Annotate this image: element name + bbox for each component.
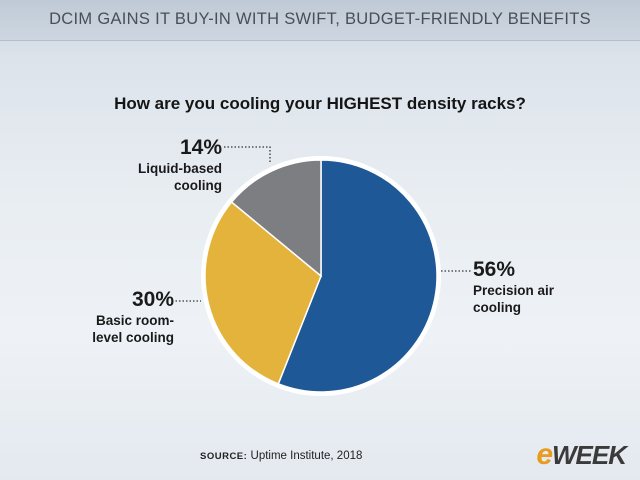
eweek-logo: eWEEK — [536, 438, 627, 471]
label-basic-room-pct: 30% — [131, 288, 174, 311]
label-basic-room-text: Basic room- level cooling — [92, 313, 174, 345]
label-basic-room: 30% Basic room- level cooling — [92, 288, 174, 346]
header-title: DCIM GAINS IT BUY-IN WITH SWIFT, BUDGET-… — [49, 10, 591, 28]
label-precision-air-text: Precision air cooling — [473, 283, 555, 315]
source-key: SOURCE: — [200, 451, 248, 462]
header-bar: DCIM GAINS IT BUY-IN WITH SWIFT, BUDGET-… — [0, 0, 640, 41]
label-liquid-based-text: Liquid-based cooling — [138, 161, 222, 193]
chart-title: How are you cooling your HIGHEST density… — [114, 94, 526, 113]
source-line: SOURCE: Uptime Institute, 2018 — [200, 450, 362, 462]
slice-basic-room — [204, 201, 322, 385]
label-precision-air-pct: 56% — [473, 258, 516, 281]
label-liquid-based-pct: 14% — [179, 136, 222, 159]
source-value: Uptime Institute, 2018 — [250, 450, 363, 462]
slice-liquid-based — [230, 159, 322, 278]
leader-liquid-based — [224, 146, 271, 163]
slice-precision-air — [277, 159, 438, 393]
label-liquid-based: 14% Liquid-based cooling — [138, 136, 222, 194]
label-precision-air: 56% Precision air cooling — [473, 258, 554, 316]
